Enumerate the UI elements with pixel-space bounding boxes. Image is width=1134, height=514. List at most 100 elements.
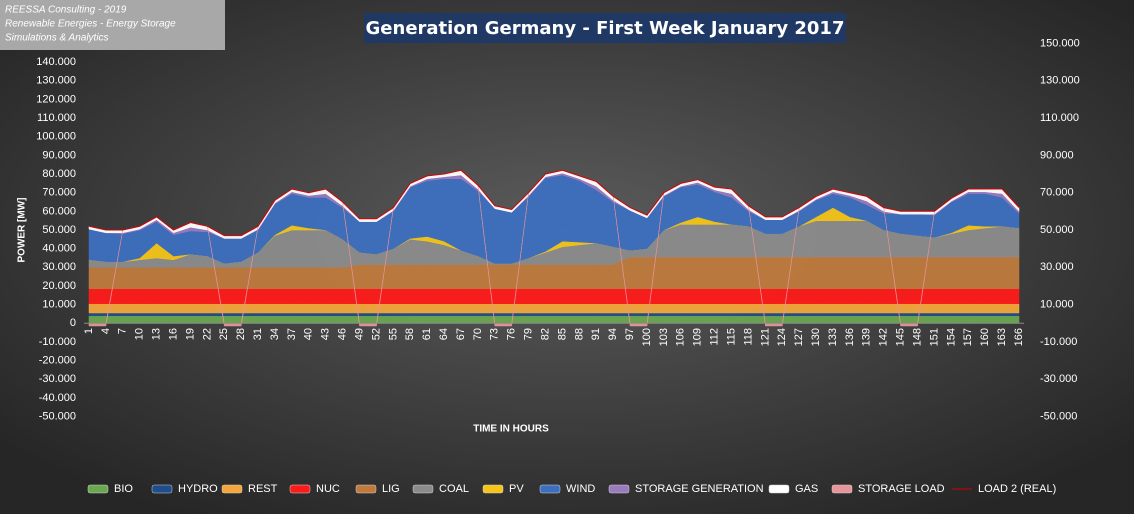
legend-swatch [289,484,311,494]
legend-label: PV [509,483,524,495]
y2-tick-label: 90.000 [1040,149,1074,161]
x-tick-label: 79 [523,328,535,340]
legend-swatch [482,484,504,494]
legend-label: NUC [316,483,340,495]
x-tick-label: 112 [709,328,721,346]
legend-label: HYDRO [178,483,218,495]
y-tick-label: 10.000 [42,299,76,311]
x-tick-label: 133 [827,328,839,346]
legend-label: WIND [566,483,595,495]
x-tick-label: 82 [539,328,551,340]
x-tick-label: 22 [201,328,213,340]
legend-label: LOAD 2 (REAL) [978,483,1056,495]
y-tick-label: 90.000 [42,149,76,161]
legend-label: STORAGE LOAD [858,483,945,495]
title-box [364,13,846,43]
y-tick-label: 80.000 [42,168,76,180]
y-tick-label: -20.000 [39,354,76,366]
area [88,312,1020,317]
legend-swatch [539,484,561,494]
x-tick-label: 4 [100,328,112,334]
y2-tick-label: 30.000 [1040,261,1074,273]
x-tick-label: 34 [269,328,281,340]
x-tick-label: 25 [218,328,230,340]
y-tick-label: -40.000 [39,392,76,404]
y-tick-label: 30.000 [42,261,76,273]
legend-swatch [608,484,630,494]
x-tick-label: 1 [83,328,95,334]
x-axis-title: TIME IN HOURS [473,424,549,435]
y-tick-label: 50.000 [42,224,76,236]
x-tick-label: 73 [489,328,501,340]
x-tick-label: 130 [810,328,822,346]
legend-label: BIO [114,483,133,495]
x-tick-label: 7 [117,328,129,334]
x-tick-label: 115 [725,328,737,346]
x-tick-label: 97 [624,328,636,340]
y2-tick-label: -50.000 [1040,410,1077,422]
x-tick-label: 148 [911,328,923,346]
area [88,303,1020,314]
x-tick-label: 88 [573,328,585,340]
legend-swatch [355,484,377,494]
x-tick-label: 166 [1013,328,1025,346]
y-tick-label: -30.000 [39,373,76,385]
info-box [0,0,225,50]
x-tick-label: 151 [928,328,940,346]
x-tick-label: 10 [134,328,146,340]
y-tick-label: 60.000 [42,205,76,217]
y2-tick-label: -10.000 [1040,336,1077,348]
y-tick-label: 120.000 [36,93,76,105]
y-tick-label: 70.000 [42,187,76,199]
y-tick-label: 110.000 [37,112,76,124]
x-tick-label: 106 [675,328,687,346]
x-tick-label: 163 [996,328,1008,346]
y2-tick-label: 70.000 [1040,187,1074,199]
x-tick-label: 13 [151,328,163,340]
legend-label: COAL [439,483,469,495]
info-line: Renewable Energies - Energy Storage [5,19,176,30]
y-axis-title: POWER [MW] [17,198,28,263]
x-tick-label: 31 [252,328,264,340]
y-tick-label: -50.000 [39,410,76,422]
y2-tick-label: 110.000 [1040,112,1079,124]
x-tick-label: 28 [235,328,247,340]
x-tick-label: 136 [844,328,856,346]
y2-tick-label: 10.000 [1040,299,1074,311]
line [88,169,1020,237]
x-tick-label: 19 [184,328,196,340]
x-tick-label: 118 [742,328,754,346]
x-tick-label: 85 [556,328,568,340]
x-tick-label: 121 [759,328,771,346]
x-tick-label: 52 [370,328,382,340]
x-tick-label: 103 [658,328,670,346]
x-tick-label: 58 [404,328,416,340]
legend-swatch [412,484,434,494]
y-tick-label: 20.000 [42,280,76,292]
info-line: Simulations & Analytics [5,33,109,44]
x-tick-label: 142 [878,328,890,346]
x-tick-label: 61 [421,328,433,340]
y-tick-label: 100.000 [36,131,76,143]
x-tick-label: 76 [506,328,518,340]
info-line: REESSA Consulting - 2019 [5,5,127,16]
legend-label: LIG [382,483,400,495]
y2-tick-label: 130.000 [1040,75,1080,87]
x-tick-label: 40 [303,328,315,340]
x-tick-label: 70 [472,328,484,340]
legend-swatch [768,484,790,494]
y-tick-label: 140.000 [36,56,76,68]
x-tick-label: 157 [962,328,974,346]
y-tick-label: -10.000 [39,336,76,348]
legend-swatch [831,484,853,494]
x-tick-label: 109 [692,328,704,346]
y2-tick-label: 150.000 [1040,37,1080,49]
x-tick-label: 64 [438,328,450,340]
x-tick-label: 46 [337,328,349,340]
x-tick-label: 37 [286,328,298,340]
x-tick-label: 154 [945,328,957,346]
legend-swatch [151,484,173,494]
area [88,288,1020,304]
x-tick-label: 127 [793,328,805,346]
